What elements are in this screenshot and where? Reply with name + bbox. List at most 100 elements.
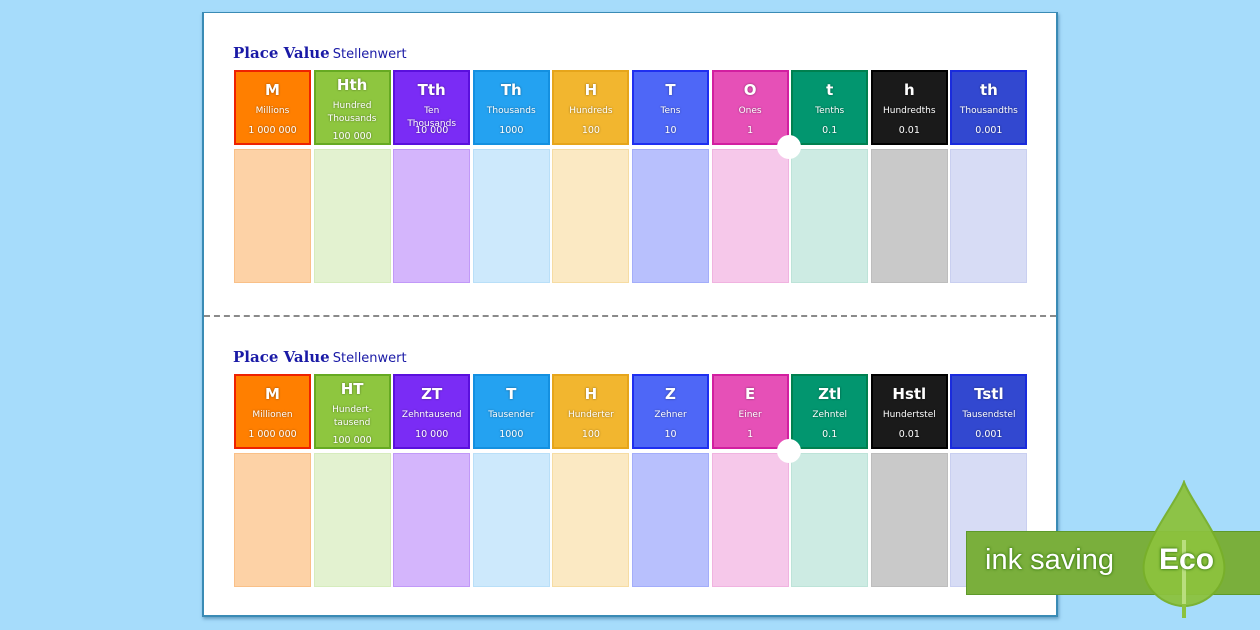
ink-saving-text: ink saving	[985, 544, 1114, 576]
place-name: Thousandths	[959, 106, 1018, 116]
place-symbol: t	[826, 81, 834, 99]
place-name: Ones	[738, 106, 762, 116]
place-name: Tausender	[488, 410, 535, 420]
place-value-number: 0.001	[975, 125, 1003, 136]
place-value-number: 1000	[499, 429, 524, 440]
title-main: Place Value	[233, 44, 330, 62]
column-writing-area[interactable]	[234, 453, 311, 587]
place-symbol: E	[744, 385, 756, 403]
place-symbol: Tth	[417, 81, 446, 99]
column-writing-area[interactable]	[870, 149, 948, 283]
place-name: Zehner	[654, 410, 687, 420]
column-writing-area[interactable]	[552, 149, 630, 283]
place-symbol: th	[979, 81, 998, 99]
column-header: E Einer 1	[711, 374, 789, 449]
column-writing-area[interactable]	[791, 149, 869, 283]
place-name: Zehntel	[812, 410, 848, 420]
place-name: Tenths	[815, 106, 845, 116]
place-value-number: 1 000 000	[248, 125, 297, 136]
decimal-point-icon	[777, 439, 802, 463]
column-writing-area[interactable]	[711, 149, 789, 283]
column-writing-area[interactable]	[472, 453, 550, 587]
place-value-number: 100	[581, 125, 600, 136]
column-header: O Ones 1	[711, 70, 789, 145]
column-header: H Hunderter 100	[552, 374, 630, 449]
place-name: Zehntausend	[401, 410, 462, 420]
place-value-number: 10 000	[415, 125, 449, 136]
eco-label: Eco	[1159, 543, 1215, 576]
place-symbol: Ztl	[818, 385, 842, 403]
place-value-number: 100 000	[332, 435, 372, 446]
place-symbol: M	[265, 81, 280, 99]
column-writing-area[interactable]	[711, 453, 789, 587]
place-value-number: 1000	[499, 125, 524, 136]
place-value-number: 0.01	[898, 429, 920, 440]
place-name: Tausendstel	[962, 410, 1016, 420]
column-header: t Tenths 0.1	[791, 70, 869, 145]
place-symbol: M	[265, 385, 280, 403]
place-value-number: 100 000	[332, 131, 372, 142]
column-header: Z Zehner 10	[632, 374, 709, 449]
place-symbol: h	[903, 81, 915, 99]
place-symbol: T	[665, 81, 676, 99]
column-header: Ztl Zehntel 0.1	[791, 374, 869, 449]
column-writing-area[interactable]	[870, 453, 948, 587]
place-name: Einer	[738, 410, 762, 420]
column-header: M Millions 1 000 000	[234, 70, 311, 145]
column-writing-area[interactable]	[313, 149, 391, 283]
column-writing-area[interactable]	[632, 453, 709, 587]
place-value-number: 0.1	[822, 125, 838, 136]
place-value-number: 10 000	[415, 429, 449, 440]
cut-line-divider	[204, 315, 1056, 317]
place-symbol: T	[506, 385, 517, 403]
column-header: Tstl Tausendstel 0.001	[950, 374, 1028, 449]
column-writing-area[interactable]	[313, 453, 391, 587]
column-writing-area[interactable]	[234, 149, 311, 283]
place-symbol: Tstl	[974, 385, 1004, 403]
column-writing-area[interactable]	[472, 149, 550, 283]
place-name: Millionen	[252, 410, 293, 420]
section-title: Place Value Stellenwert	[233, 43, 407, 62]
place-value-number: 10	[664, 429, 677, 440]
column-writing-area[interactable]	[552, 453, 630, 587]
column-header: T Tens 10	[632, 70, 709, 145]
place-value-number: 0.1	[822, 429, 838, 440]
column-header: ZT Zehntausend 10 000	[393, 374, 471, 449]
place-symbol: H	[584, 385, 598, 403]
column-header: T Tausender 1000	[472, 374, 550, 449]
place-symbol: Hth	[336, 76, 368, 94]
place-value-number: 1 000 000	[248, 429, 297, 440]
place-name: Millions	[255, 106, 290, 116]
title-sub: Stellenwert	[332, 351, 407, 366]
column-header: Th Thousands 1000	[472, 70, 550, 145]
place-name: Hunderter	[567, 410, 614, 420]
column-writing-area[interactable]	[393, 149, 471, 283]
column-header: H Hundreds 100	[552, 70, 630, 145]
place-name: Hundredths	[883, 106, 936, 116]
place-name: Ten Thousands	[407, 106, 457, 129]
column-header: HT Hundert-tausend 100 000	[313, 374, 391, 449]
place-name: Hundertstel	[882, 410, 936, 420]
place-value-number: 10	[664, 125, 677, 136]
decimal-point-icon	[777, 135, 802, 159]
place-value-number: 0.01	[898, 125, 920, 136]
column-writing-area[interactable]	[791, 453, 869, 587]
place-value-number: 1	[747, 125, 754, 136]
column-writing-area[interactable]	[393, 453, 471, 587]
place-value-number: 0.001	[975, 429, 1003, 440]
column-header: h Hundredths 0.01	[870, 70, 948, 145]
worksheet-page: Place Value Stellenwert Place Value Stelle…	[202, 12, 1058, 617]
place-name: Thousands	[486, 106, 536, 116]
place-name: Tens	[660, 106, 681, 116]
place-symbol: Th	[500, 81, 522, 99]
place-symbol: ZT	[421, 385, 443, 403]
place-symbol: O	[743, 81, 757, 99]
column-header: Hstl Hundertstel 0.01	[870, 374, 948, 449]
column-header: Tth Ten Thousands 10 000	[393, 70, 471, 145]
column-header: M Millionen 1 000 000	[234, 374, 311, 449]
column-writing-area[interactable]	[632, 149, 709, 283]
section-title: Place Value Stellenwert	[233, 347, 407, 366]
place-name: Hundreds	[569, 106, 613, 116]
place-name: Hundert-tausend	[332, 405, 373, 428]
column-writing-area[interactable]	[950, 149, 1028, 283]
